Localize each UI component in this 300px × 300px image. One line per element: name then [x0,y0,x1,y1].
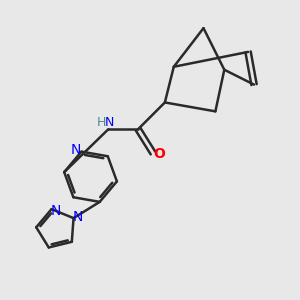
Text: H: H [97,116,106,129]
Text: N: N [71,143,81,157]
Text: N: N [105,116,115,129]
Text: O: O [153,148,165,161]
Text: N: N [73,210,83,224]
Text: N: N [51,204,61,218]
